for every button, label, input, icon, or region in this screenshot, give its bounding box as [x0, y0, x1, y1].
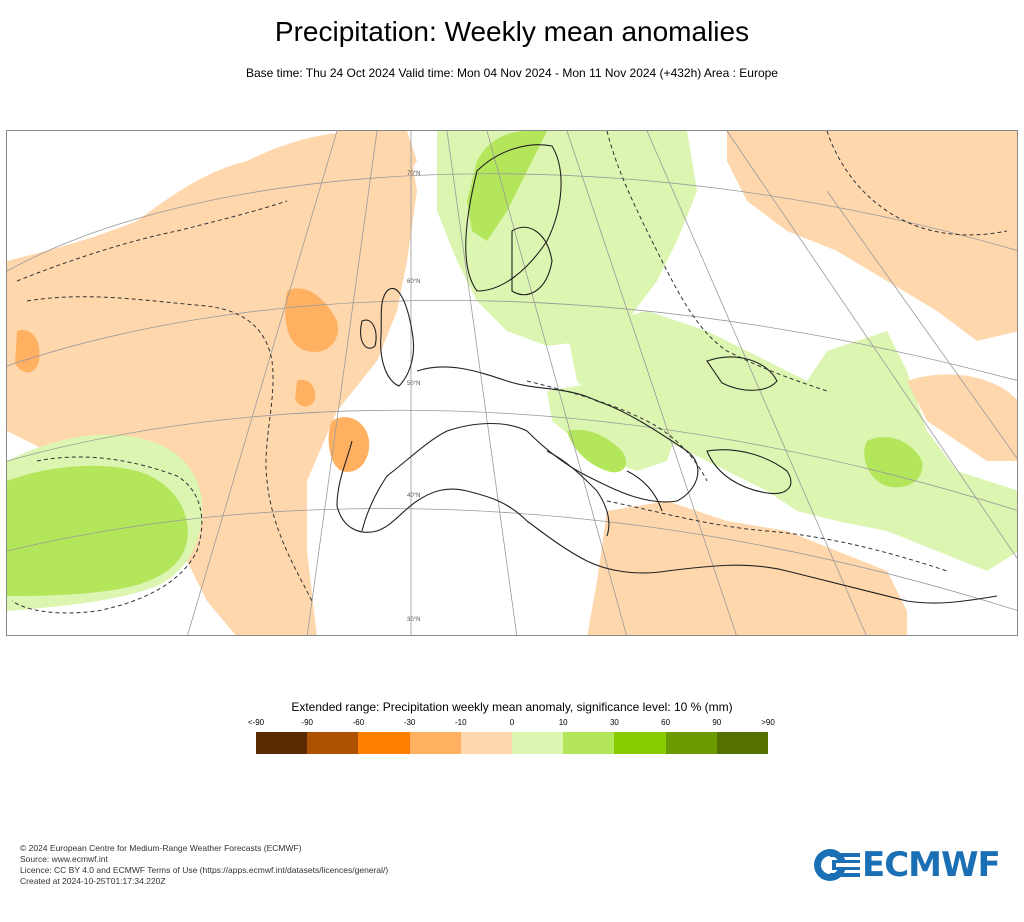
map-panel: 70°N 60°N 50°N 40°N 30°N [6, 130, 1018, 636]
legend-colorbar [256, 732, 769, 754]
legend-swatch-4 [460, 732, 513, 754]
legend-swatch-6 [563, 732, 615, 754]
footer-copyright: © 2024 European Centre for Medium-Range … [20, 843, 302, 853]
anomaly-region-midatl-dry-strong [295, 379, 316, 407]
anomaly-map: 70°N 60°N 50°N 40°N 30°N [7, 131, 1017, 635]
coastlines [336, 144, 998, 604]
ecmwf-logo-icon [814, 849, 860, 881]
legend-swatch-2 [358, 732, 410, 754]
map-subtitle: Base time: Thu 24 Oct 2024 Valid time: M… [246, 66, 778, 80]
legend-title: Extended range: Precipitation weekly mea… [291, 700, 733, 714]
ecmwf-logo: ECMWF [812, 845, 1008, 885]
lat-label-60: 60°N [407, 279, 420, 285]
legend-tick: -30 [403, 718, 416, 727]
anomaly-region-biscay-dry-strong [328, 417, 370, 472]
anomaly-region-adriatic-wet-strong [567, 429, 627, 473]
legend-tick: -10 [455, 718, 467, 727]
anomaly-region-atlantic-dry [7, 131, 417, 635]
legend-swatch-7 [614, 732, 666, 754]
legend-tick: -90 [301, 718, 313, 727]
map-title: Precipitation: Weekly mean anomalies [274, 16, 750, 47]
legend-tick-labels: <-90 -90 -60 -30 -10 0 10 30 60 90 >90 [248, 718, 775, 730]
legend-swatch-5 [512, 732, 564, 754]
lat-label-40: 40°N [407, 493, 420, 499]
graticule [7, 131, 1017, 635]
lat-label-50: 50°N [407, 381, 420, 387]
anomaly-region-russia-wet [567, 311, 1017, 571]
footer-source: Source: www.ecmwf.int [20, 854, 108, 864]
footer-licence: Licence: CC BY 4.0 and ECMWF Terms of Us… [20, 865, 389, 875]
legend-tick: <-90 [247, 718, 265, 727]
legend-tick: 30 [609, 718, 619, 727]
footer-created: Created at 2024-10-25T01:17:34.220Z [20, 876, 166, 886]
footer: © 2024 European Centre for Medium-Range … [20, 843, 388, 887]
legend-swatch-8 [665, 732, 717, 754]
anomaly-region-caspian-dry [907, 374, 1017, 461]
anomaly-region-west-dry-strong [15, 330, 40, 373]
anomaly-region-south-atlantic-wet-strong [7, 465, 188, 596]
latitude-labels: 70°N 60°N 50°N 40°N 30°N [407, 171, 420, 623]
anomaly-region-greenland-dry [327, 131, 417, 191]
legend-swatch-3 [409, 732, 461, 754]
anomaly-region-med-dry [587, 501, 907, 635]
legend-tick: 60 [661, 718, 671, 727]
legend-swatch-1 [307, 732, 359, 754]
lat-label-70: 70°N [407, 171, 420, 177]
ecmwf-logo-text: ECMWF [862, 845, 1001, 885]
legend-swatch-0 [256, 732, 308, 754]
anomaly-region-balkans-wet [547, 381, 677, 471]
anomaly-region-caspian-wet-strong [864, 437, 923, 488]
significance-contours [11, 131, 1008, 614]
legend-tick: -60 [352, 718, 365, 727]
legend-tick: 10 [558, 718, 568, 727]
anomaly-region-norway-wet [467, 131, 547, 241]
legend-tick: >90 [761, 718, 775, 727]
legend-swatch-9 [716, 732, 769, 754]
legend-tick: 0 [509, 718, 515, 727]
lat-label-30: 30°N [407, 617, 420, 623]
legend-tick: 90 [712, 718, 722, 727]
anomaly-region-east-dry [727, 131, 1017, 341]
